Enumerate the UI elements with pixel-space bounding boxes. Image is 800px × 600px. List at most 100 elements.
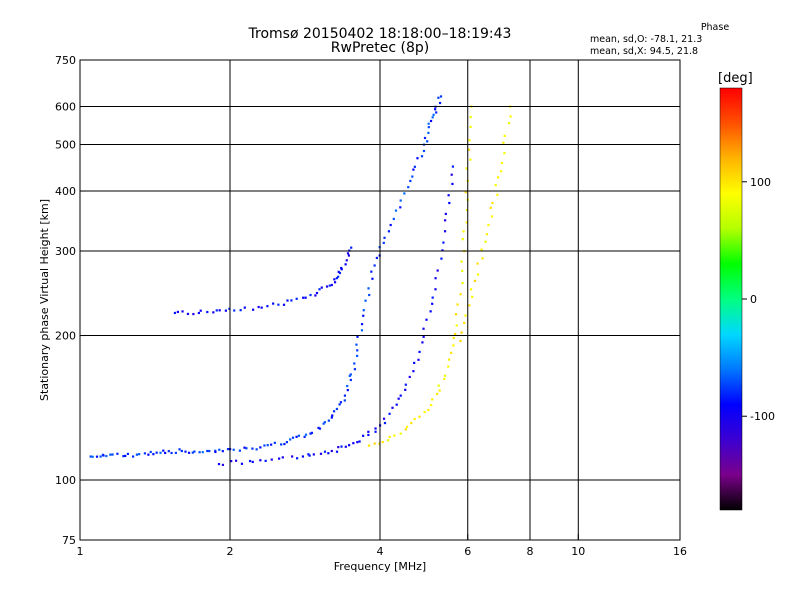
data-point [469,288,473,291]
data-point [413,417,416,421]
data-point [111,453,114,456]
data-point [429,310,432,313]
data-point [485,233,489,236]
data-point [173,311,177,315]
data-point [440,257,443,260]
data-point [431,296,434,299]
data-point [383,421,387,425]
data-point [450,173,453,176]
data-point [356,441,359,444]
data-point [494,183,497,187]
data-point [239,309,242,312]
data-point [405,425,409,429]
data-point [307,453,310,456]
data-point [437,384,440,387]
data-point [408,375,411,379]
data-point [102,454,105,457]
data-point [224,309,227,312]
data-point [374,427,377,430]
data-point [507,122,511,125]
data-point [270,443,273,446]
data-point [337,446,340,449]
data-point [323,450,327,453]
data-point [243,446,246,449]
data-point [345,259,348,262]
data-point [199,309,202,312]
data-point [335,407,338,411]
data-point [330,283,333,287]
data-point [335,277,339,280]
data-point [447,194,450,197]
colorbar-tick-label: 0 [750,293,757,306]
data-point [343,399,346,402]
x-tick-label: 6 [464,545,471,558]
data-point [314,294,317,297]
data-point [330,449,333,453]
scatter-points [89,95,512,467]
data-point [356,349,359,352]
data-point [170,451,173,455]
data-point [337,270,340,273]
data-point [333,278,336,281]
data-point [248,459,252,463]
data-point [509,115,512,118]
data-point [340,445,343,448]
data-point [459,293,462,296]
grid-lines [80,60,680,540]
data-point [187,451,191,454]
data-point [367,287,370,290]
data-point [277,303,280,306]
data-point [387,439,390,442]
data-point [422,149,426,153]
data-point [425,318,428,321]
data-point [413,361,416,365]
data-point [286,299,289,302]
data-point [403,192,406,195]
data-point [278,457,281,460]
data-point [331,414,334,417]
data-point [147,453,150,456]
data-point [383,236,386,239]
data-point [335,450,339,453]
data-point [465,208,469,212]
data-point [412,370,415,373]
data-point [364,299,367,302]
data-point [399,394,402,397]
data-point [462,230,465,233]
data-point [399,432,402,435]
data-point [214,449,217,452]
data-point [432,113,435,116]
data-point [233,309,236,312]
data-point [362,314,365,317]
data-point [465,221,468,224]
data-point [149,450,152,454]
data-point [490,215,494,218]
data-point [427,122,430,125]
data-point [218,309,221,312]
data-point [362,434,365,437]
data-point [368,293,371,297]
data-point [181,310,184,313]
data-point [373,442,376,445]
data-point [480,248,483,251]
data-point [259,446,262,449]
y-tick-label: 200 [55,330,76,343]
data-point [503,134,506,137]
x-axis: 1 2 4 6 8 10 16 [77,534,687,558]
chart-subtitle: RwPretec (8p) [330,40,430,56]
data-point [399,206,402,209]
data-point [319,452,323,455]
data-point [452,336,455,340]
data-point [327,452,330,455]
data-point [349,378,352,382]
data-point [232,448,235,451]
data-point [184,450,187,453]
data-point [167,450,170,453]
data-point [392,217,395,221]
data-point [186,312,190,316]
data-point [416,157,419,160]
data-point [303,435,306,438]
data-point [346,252,350,255]
data-point [255,448,258,451]
data-point [434,288,437,291]
